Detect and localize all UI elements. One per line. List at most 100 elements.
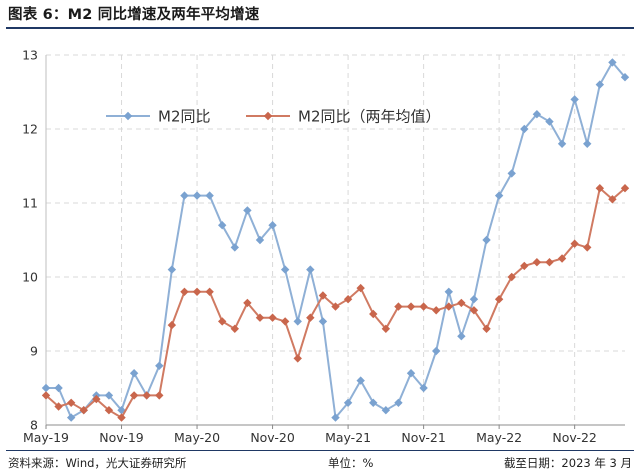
data-point: [306, 313, 315, 322]
data-point: [457, 298, 466, 308]
data-point: [494, 295, 504, 304]
data-point: [142, 391, 151, 400]
legend-label: M2同比: [158, 108, 211, 126]
data-point: [520, 124, 529, 134]
data-point: [482, 324, 491, 333]
data-point: [129, 391, 139, 400]
data-point: [595, 80, 605, 89]
y-tick-label: 9: [30, 344, 38, 359]
data-point: [469, 306, 479, 315]
data-point: [167, 320, 177, 330]
data-point: [117, 413, 126, 422]
data-point: [66, 398, 76, 407]
y-tick-label: 11: [22, 196, 38, 211]
y-tick-label: 10: [22, 270, 38, 285]
data-point: [218, 221, 227, 230]
data-point: [369, 309, 378, 319]
data-point: [595, 184, 605, 193]
data-point: [520, 261, 529, 271]
x-tick-label: May-19: [23, 430, 69, 445]
data-point: [230, 243, 240, 252]
data-point: [557, 139, 567, 148]
data-point: [180, 287, 189, 296]
data-point: [469, 295, 479, 304]
data-point: [230, 324, 240, 333]
data-point: [545, 117, 554, 126]
title-underline: [6, 27, 634, 29]
data-point: [431, 346, 441, 356]
data-point: [369, 398, 378, 407]
data-point: [583, 243, 592, 252]
data-point: [570, 239, 579, 248]
data-point: [406, 369, 416, 378]
chart-title: 图表 6：M2 同比增速及两年平均增速: [8, 7, 260, 23]
data-point: [280, 265, 290, 274]
data-point: [419, 383, 428, 393]
data-point: [79, 406, 88, 415]
data-point: [545, 258, 554, 267]
x-tick-label: May-21: [325, 430, 371, 445]
data-point: [41, 391, 51, 400]
data-point: [243, 298, 252, 308]
data-point: [381, 324, 391, 333]
data-point: [41, 383, 51, 393]
x-tick-label: Nov-22: [552, 430, 596, 445]
unit-note: 单位：%: [328, 456, 374, 470]
data-point: [583, 139, 592, 148]
data-point: [331, 302, 340, 311]
data-point: [356, 376, 365, 385]
data-point: [331, 413, 340, 422]
y-tick-label: 8: [30, 418, 38, 433]
data-point: [92, 394, 101, 404]
source-note: 资料来源：Wind，光大证券研究所: [8, 456, 187, 470]
legend-label: M2同比（两年均值）: [298, 108, 441, 126]
data-point: [494, 191, 504, 200]
data-point: [507, 169, 516, 178]
data-point: [255, 235, 265, 245]
x-tick-label: May-22: [476, 430, 522, 445]
data-point: [394, 302, 403, 311]
data-point: [192, 287, 202, 296]
data-point: [570, 95, 579, 104]
data-point: [444, 287, 453, 296]
data-point: [180, 191, 189, 200]
legend-marker: [123, 111, 133, 121]
data-point: [608, 58, 617, 67]
data-point: [318, 291, 328, 300]
data-point: [293, 317, 302, 326]
data-point: [167, 265, 177, 274]
data-point: [66, 413, 76, 422]
data-point: [104, 391, 114, 400]
data-point: [205, 191, 214, 200]
data-point: [280, 317, 290, 326]
legend-marker: [263, 111, 273, 121]
data-point: [54, 383, 63, 393]
data-point: [444, 302, 453, 311]
data-point: [293, 354, 302, 363]
x-tick-label: Nov-19: [99, 430, 144, 445]
data-point: [532, 110, 542, 119]
data-point: [431, 306, 441, 315]
data-point: [104, 406, 114, 415]
data-point: [557, 254, 567, 263]
data-point: [620, 184, 630, 193]
data-point: [155, 391, 164, 400]
line-chart: 8 9 10 11 12 13 May-19 Nov-19 May-20 Nov-20 May-21…: [22, 48, 630, 445]
data-point: [205, 287, 214, 296]
data-point: [268, 221, 277, 230]
data-point: [318, 317, 328, 326]
data-point: [406, 302, 416, 311]
data-point: [419, 302, 428, 311]
data-point: [532, 258, 542, 267]
data-point: [218, 317, 227, 326]
date-note: 截至日期：2023 年 3 月: [503, 456, 632, 470]
data-point: [482, 235, 491, 245]
data-point: [356, 283, 365, 293]
data-point: [192, 191, 202, 200]
y-tick-label: 12: [22, 122, 38, 137]
data-point: [507, 272, 516, 282]
data-point: [243, 206, 252, 215]
data-point: [54, 402, 63, 411]
data-point: [620, 73, 630, 82]
data-point: [394, 398, 403, 407]
